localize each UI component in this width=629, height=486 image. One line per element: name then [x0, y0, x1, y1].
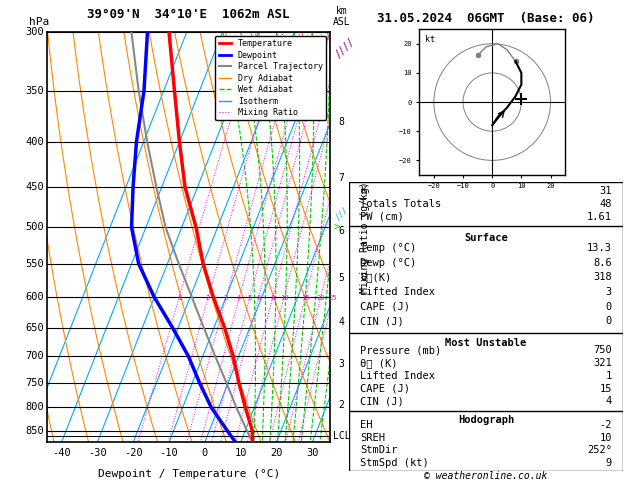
Text: Temp (°C): Temp (°C) [360, 243, 416, 253]
Text: 25: 25 [328, 295, 337, 300]
Text: 6: 6 [338, 226, 345, 236]
Text: Surface: Surface [464, 233, 508, 243]
Text: 750: 750 [593, 346, 612, 355]
Text: 1: 1 [606, 371, 612, 381]
Text: 4: 4 [338, 317, 345, 327]
Text: StmSpd (kt): StmSpd (kt) [360, 458, 429, 468]
Text: SREH: SREH [360, 433, 385, 443]
Text: 0: 0 [606, 316, 612, 326]
Text: 9: 9 [606, 458, 612, 468]
Text: Pressure (mb): Pressure (mb) [360, 346, 442, 355]
Text: Mixing Ratio (g/kg): Mixing Ratio (g/kg) [360, 181, 370, 293]
Text: 2: 2 [338, 400, 345, 410]
Text: PW (cm): PW (cm) [360, 212, 404, 222]
Text: CIN (J): CIN (J) [360, 397, 404, 406]
Text: -2: -2 [599, 420, 612, 431]
Text: -10: -10 [160, 449, 179, 458]
Text: ///: /// [333, 206, 350, 222]
Text: 4: 4 [237, 295, 242, 300]
Text: Lifted Index: Lifted Index [360, 371, 435, 381]
Text: 550: 550 [26, 259, 44, 269]
Text: Totals Totals: Totals Totals [360, 199, 442, 209]
Text: Lifted Index: Lifted Index [360, 287, 435, 297]
Legend: Temperature, Dewpoint, Parcel Trajectory, Dry Adiabat, Wet Adiabat, Isotherm, Mi: Temperature, Dewpoint, Parcel Trajectory… [215, 36, 326, 121]
Text: 20: 20 [270, 449, 282, 458]
Text: Dewp (°C): Dewp (°C) [360, 258, 416, 268]
Text: 7: 7 [338, 174, 345, 183]
Text: km
ASL: km ASL [333, 6, 350, 28]
Text: 5: 5 [248, 295, 252, 300]
Text: ////: //// [333, 36, 357, 60]
Text: CAPE (J): CAPE (J) [360, 383, 410, 394]
Text: 3: 3 [338, 360, 345, 369]
Text: 3: 3 [224, 295, 228, 300]
Text: EH: EH [360, 420, 372, 431]
Text: 6: 6 [257, 295, 260, 300]
Text: 1.61: 1.61 [587, 212, 612, 222]
Text: 318: 318 [593, 272, 612, 282]
Text: hPa: hPa [29, 17, 49, 28]
Text: >: > [333, 223, 340, 232]
Text: 5: 5 [338, 273, 345, 282]
Text: -20: -20 [124, 449, 143, 458]
Text: 321: 321 [593, 358, 612, 368]
Text: CIN (J): CIN (J) [360, 316, 404, 326]
Text: 10: 10 [599, 433, 612, 443]
Text: 31.05.2024  06GMT  (Base: 06): 31.05.2024 06GMT (Base: 06) [377, 12, 594, 25]
Text: 650: 650 [26, 323, 44, 333]
Text: 600: 600 [26, 292, 44, 302]
Text: -40: -40 [52, 449, 71, 458]
Text: 31: 31 [599, 186, 612, 196]
Text: 2: 2 [206, 295, 210, 300]
Text: 20: 20 [316, 295, 325, 300]
Text: CAPE (J): CAPE (J) [360, 301, 410, 312]
Text: 252°: 252° [587, 445, 612, 455]
Text: 350: 350 [26, 86, 44, 96]
Text: 39°09'N  34°10'E  1062m ASL: 39°09'N 34°10'E 1062m ASL [87, 8, 290, 21]
Text: 10: 10 [280, 295, 288, 300]
Text: 800: 800 [26, 402, 44, 413]
Text: 750: 750 [26, 378, 44, 388]
Text: θᴀ (K): θᴀ (K) [360, 358, 398, 368]
Text: K: K [360, 186, 366, 196]
Text: Hodograph: Hodograph [458, 415, 514, 425]
Text: 48: 48 [599, 199, 612, 209]
Text: Most Unstable: Most Unstable [445, 338, 526, 348]
Text: StmDir: StmDir [360, 445, 398, 455]
Text: 450: 450 [26, 182, 44, 192]
Text: 500: 500 [26, 223, 44, 232]
Text: 15: 15 [301, 295, 309, 300]
Text: -30: -30 [88, 449, 107, 458]
Text: 0: 0 [202, 449, 208, 458]
Text: 8: 8 [270, 295, 275, 300]
Text: 1: 1 [177, 295, 181, 300]
Text: 10: 10 [235, 449, 247, 458]
Text: 700: 700 [26, 351, 44, 361]
Text: 400: 400 [26, 137, 44, 147]
Text: 3: 3 [606, 287, 612, 297]
Text: 850: 850 [26, 426, 44, 436]
Text: kt: kt [425, 35, 435, 44]
Text: 4: 4 [606, 397, 612, 406]
Text: LCL: LCL [333, 431, 351, 441]
Text: 15: 15 [599, 383, 612, 394]
Text: θᴀ(K): θᴀ(K) [360, 272, 391, 282]
Text: 13.3: 13.3 [587, 243, 612, 253]
Text: Dewpoint / Temperature (°C): Dewpoint / Temperature (°C) [97, 469, 280, 479]
Text: 8: 8 [338, 117, 345, 127]
Text: 0: 0 [606, 301, 612, 312]
Text: 30: 30 [306, 449, 318, 458]
Text: 8.6: 8.6 [593, 258, 612, 268]
Text: © weatheronline.co.uk: © weatheronline.co.uk [424, 471, 548, 481]
Text: 300: 300 [26, 27, 44, 36]
